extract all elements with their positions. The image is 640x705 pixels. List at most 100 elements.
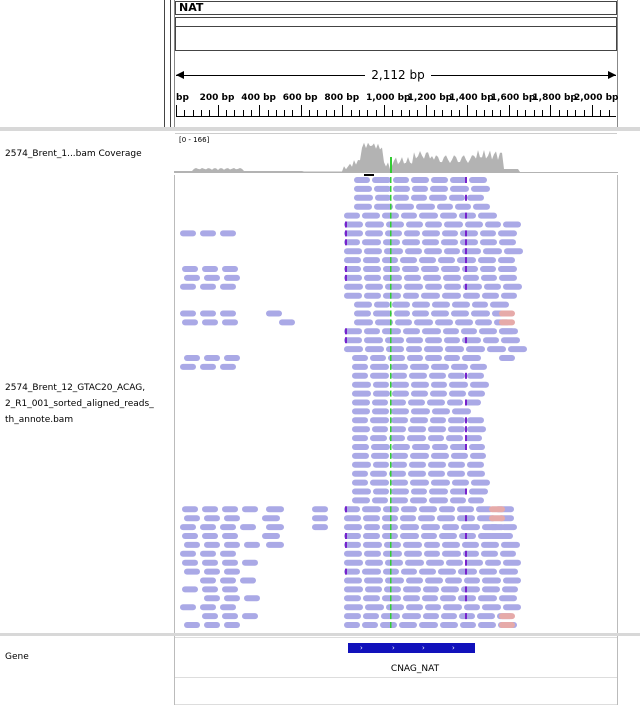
ruler-tick bbox=[558, 110, 560, 116]
read bbox=[242, 506, 258, 513]
read bbox=[428, 461, 446, 468]
read bbox=[363, 257, 380, 264]
gene-track-name[interactable]: Gene bbox=[5, 652, 29, 662]
read bbox=[204, 274, 220, 281]
mismatch-mark bbox=[390, 310, 392, 317]
insertion-mark bbox=[465, 399, 467, 406]
read bbox=[499, 310, 515, 317]
read bbox=[449, 390, 466, 397]
read bbox=[457, 506, 474, 513]
ruler-tick bbox=[450, 110, 452, 116]
read bbox=[386, 346, 404, 353]
read bbox=[344, 230, 363, 237]
read bbox=[362, 568, 381, 575]
aligned-reads[interactable] bbox=[174, 175, 618, 637]
insertion-mark bbox=[465, 283, 467, 290]
read bbox=[184, 622, 200, 628]
read bbox=[365, 586, 382, 593]
ruler-tick bbox=[184, 110, 186, 116]
read bbox=[462, 541, 479, 548]
read bbox=[180, 604, 196, 611]
read bbox=[401, 568, 417, 575]
chromosome-ideogram[interactable] bbox=[175, 17, 617, 27]
read bbox=[467, 426, 486, 433]
read bbox=[408, 399, 425, 406]
read bbox=[461, 524, 480, 531]
read bbox=[422, 328, 441, 335]
insertion-mark bbox=[345, 506, 347, 513]
alignment-track-name[interactable]: 2574_Brent_12_GTAC20_ACAG, 2_R1_001_sort… bbox=[5, 380, 165, 428]
read bbox=[409, 461, 426, 468]
read bbox=[430, 185, 448, 192]
read bbox=[383, 292, 401, 299]
read bbox=[182, 533, 198, 539]
coverage-histogram[interactable] bbox=[174, 133, 618, 175]
read bbox=[444, 221, 463, 228]
mismatch-mark bbox=[390, 319, 392, 326]
insertion-mark bbox=[465, 417, 467, 424]
read bbox=[467, 470, 485, 477]
chromosome-ideogram-region[interactable] bbox=[175, 27, 617, 51]
mismatch-mark bbox=[390, 221, 392, 228]
gene-feature-cnag-nat[interactable]: › › › › bbox=[348, 643, 475, 653]
read bbox=[222, 266, 238, 272]
read bbox=[475, 319, 492, 326]
read bbox=[502, 586, 518, 593]
read bbox=[344, 568, 360, 575]
read bbox=[266, 524, 284, 531]
read bbox=[412, 444, 430, 450]
alignment-track-area[interactable] bbox=[174, 175, 618, 637]
insertion-mark bbox=[465, 426, 467, 433]
read bbox=[459, 212, 476, 219]
read bbox=[499, 613, 515, 620]
ruler-tick bbox=[575, 110, 577, 116]
mismatch-mark bbox=[390, 541, 392, 548]
read bbox=[352, 355, 368, 361]
read bbox=[444, 283, 461, 290]
read bbox=[481, 274, 497, 281]
read bbox=[344, 595, 361, 602]
read bbox=[371, 444, 390, 450]
read bbox=[450, 444, 467, 450]
read bbox=[362, 212, 380, 219]
read bbox=[442, 524, 459, 531]
ruler-tick bbox=[592, 105, 593, 116]
chromosome-name[interactable]: NAT bbox=[175, 1, 617, 15]
read bbox=[489, 524, 505, 531]
coverage-track-area[interactable] bbox=[175, 133, 617, 174]
read bbox=[200, 577, 216, 584]
read bbox=[437, 515, 455, 522]
coverage-track-name[interactable]: 2574_Brent_1...bam Coverage bbox=[5, 149, 142, 159]
read bbox=[450, 497, 466, 504]
read bbox=[373, 381, 389, 388]
mismatch-mark bbox=[390, 461, 392, 468]
read bbox=[365, 604, 384, 611]
read bbox=[445, 577, 462, 584]
read bbox=[370, 470, 387, 477]
read bbox=[224, 355, 240, 361]
read bbox=[354, 177, 370, 183]
ruler-tick-label: 800 bp bbox=[324, 93, 360, 103]
read bbox=[385, 559, 403, 566]
read bbox=[432, 408, 450, 415]
insertion-mark bbox=[465, 177, 467, 183]
ruler-tick bbox=[275, 110, 277, 116]
read bbox=[479, 568, 497, 575]
ruler-axis bbox=[176, 116, 616, 117]
read bbox=[202, 586, 218, 593]
mismatch-mark bbox=[390, 550, 392, 557]
read bbox=[220, 230, 236, 237]
read bbox=[465, 221, 483, 228]
read bbox=[485, 559, 501, 566]
read bbox=[370, 363, 389, 370]
insertion-mark bbox=[465, 212, 467, 219]
read bbox=[478, 257, 496, 264]
read bbox=[344, 346, 363, 353]
read bbox=[441, 613, 457, 620]
read bbox=[365, 346, 384, 353]
ruler-tick bbox=[425, 105, 427, 116]
read bbox=[352, 363, 368, 370]
read bbox=[401, 212, 417, 219]
read bbox=[459, 533, 476, 539]
mismatch-mark bbox=[390, 274, 392, 281]
